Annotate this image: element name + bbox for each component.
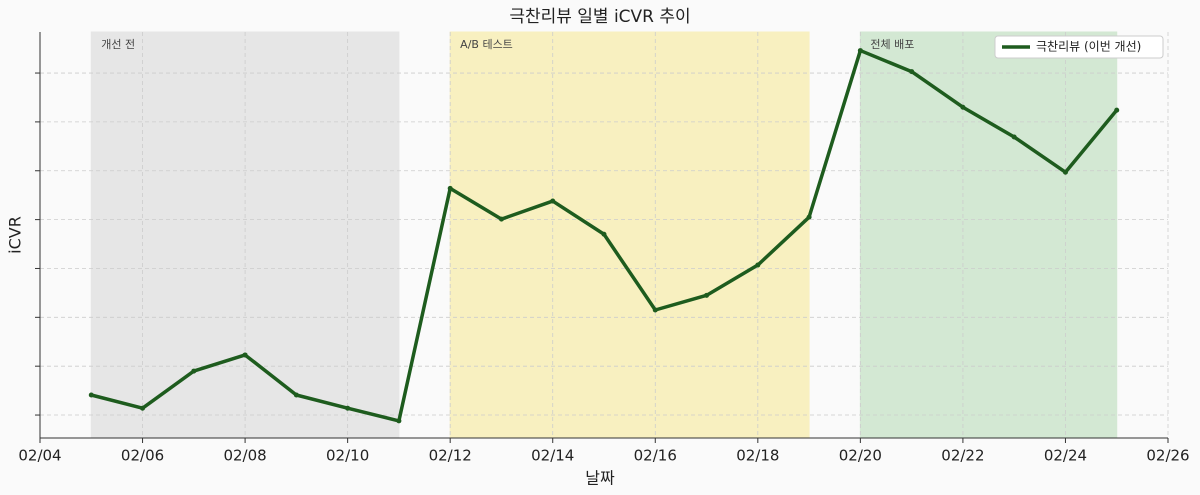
y-axis-label: iCVR [6,216,25,254]
x-tick-label: 02/16 [634,447,677,465]
data-point [960,104,966,110]
region-label: 개선 전 [101,38,135,51]
data-point [345,405,351,411]
region [859,31,1118,439]
x-tick-label: 02/20 [839,447,882,465]
data-point [1114,107,1120,113]
region-label: A/B 테스트 [460,38,513,51]
data-point [88,392,94,398]
data-point [242,352,248,358]
x-tick-label: 02/22 [941,447,984,465]
data-point [140,405,146,411]
data-point [1011,134,1017,140]
data-point [1062,169,1068,175]
legend-box [994,35,1164,59]
data-point [806,214,812,220]
x-tick-label: 02/06 [121,447,164,465]
data-point [447,185,453,191]
data-point [498,216,504,222]
x-tick-label: 02/04 [18,447,61,465]
x-tick-label: 02/18 [736,447,779,465]
region [449,31,810,439]
x-tick-label: 02/08 [223,447,266,465]
data-point [857,48,863,54]
x-tick-label: 02/12 [429,447,472,465]
x-tick-label: 02/14 [531,447,574,465]
data-point [191,368,197,374]
x-tick-label: 02/24 [1044,447,1087,465]
data-point [293,392,299,398]
region-label: 전체 배포 [870,38,914,51]
data-point [601,231,607,237]
data-point [652,307,658,313]
x-tick-label: 02/26 [1146,447,1189,465]
data-point [704,292,710,298]
x-tick-label: 02/10 [326,447,369,465]
chart-title: 극찬리뷰 일별 iCVR 추이 [509,7,690,27]
data-point [909,69,915,75]
legend-label: 극찬리뷰 (이번 개선) [1036,39,1141,54]
data-point [396,418,402,424]
data-point [550,198,556,204]
x-axis-label: 날짜 [585,469,615,488]
data-point [755,262,761,268]
